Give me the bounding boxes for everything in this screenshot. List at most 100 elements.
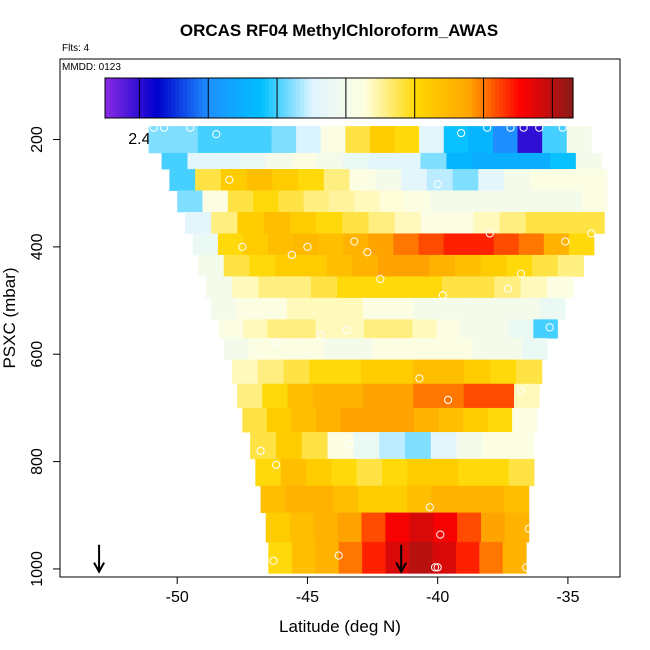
heatmap-cell bbox=[551, 211, 579, 234]
heatmap-cell bbox=[271, 126, 297, 154]
heatmap-cell bbox=[293, 233, 319, 256]
heatmap-cell bbox=[483, 458, 510, 487]
colorbar-cell bbox=[171, 78, 176, 118]
heatmap-cell bbox=[333, 485, 359, 513]
heatmap-cell bbox=[177, 190, 203, 213]
heatmap-cell bbox=[255, 458, 282, 487]
sample-point bbox=[519, 123, 528, 132]
y-axis-label: PSXC (mbar) bbox=[0, 267, 19, 368]
heatmap-cell bbox=[303, 190, 330, 213]
heatmap-cell bbox=[326, 254, 353, 277]
colorbar-cell bbox=[549, 78, 555, 118]
colorbar-cell bbox=[385, 78, 391, 118]
heatmap-cell bbox=[345, 126, 371, 154]
sample-point bbox=[186, 123, 195, 132]
heatmap-cell bbox=[489, 297, 516, 320]
colorbar-cell bbox=[257, 78, 262, 118]
heatmap-cell bbox=[261, 297, 288, 320]
heatmap-cell bbox=[441, 276, 469, 299]
colorbar-cell bbox=[315, 78, 321, 118]
colorbar-cell bbox=[405, 78, 410, 118]
x-tick-label: -50 bbox=[166, 589, 189, 606]
heatmap-cell bbox=[388, 319, 413, 339]
heatmap-cell bbox=[525, 211, 553, 234]
sample-point bbox=[587, 229, 596, 238]
heatmap-cell bbox=[239, 152, 266, 170]
heatmap-cell bbox=[422, 338, 449, 361]
heatmap-cell bbox=[382, 458, 408, 487]
heatmap-cell bbox=[388, 297, 414, 320]
heatmap-cell bbox=[431, 485, 457, 513]
heatmap-cell bbox=[480, 254, 507, 277]
heatmap-cell bbox=[543, 233, 570, 256]
colorbar-cell bbox=[350, 78, 356, 118]
heatmap-cell bbox=[484, 319, 510, 339]
colorbar-cell bbox=[136, 78, 141, 118]
y-tick-label: 400 bbox=[29, 233, 46, 260]
heatmap-cell bbox=[426, 169, 453, 191]
heatmap-cell bbox=[237, 211, 265, 234]
heatmap-cell bbox=[352, 254, 379, 277]
sample-point bbox=[545, 323, 554, 332]
heatmap-cell bbox=[524, 152, 551, 170]
heatmap-cell bbox=[481, 512, 506, 543]
colorbar-cell bbox=[284, 78, 289, 118]
colorbar-cell bbox=[186, 78, 192, 118]
sample-point bbox=[436, 530, 445, 539]
sample-point bbox=[485, 229, 494, 238]
heatmap-cell bbox=[542, 126, 568, 154]
colorbar-cell bbox=[218, 78, 223, 118]
heatmap-cell bbox=[368, 152, 396, 170]
heatmap-cell bbox=[512, 407, 538, 433]
heatmap-cell bbox=[457, 512, 482, 543]
colorbar-cell bbox=[436, 78, 441, 118]
colorbar-cell bbox=[510, 78, 516, 118]
colorbar-cell bbox=[105, 78, 110, 118]
heatmap-cell bbox=[472, 338, 498, 361]
heatmap-cell bbox=[242, 407, 268, 433]
heatmap-cell bbox=[504, 169, 531, 191]
colorbar-cell bbox=[378, 78, 383, 118]
sample-point bbox=[561, 237, 570, 246]
heatmap-cell bbox=[493, 233, 520, 256]
heatmap-cell bbox=[249, 254, 276, 277]
heatmap-cell bbox=[310, 276, 338, 299]
heatmap-cell bbox=[446, 152, 473, 170]
sample-point bbox=[287, 250, 296, 260]
colorbar-cell bbox=[268, 78, 274, 118]
heatmap-cell bbox=[369, 126, 395, 154]
sample-point bbox=[225, 175, 234, 184]
colorbar-cell bbox=[331, 78, 336, 118]
heatmap-cell bbox=[430, 432, 458, 460]
colorbar-cell bbox=[144, 78, 149, 118]
heatmap-cell bbox=[504, 485, 530, 513]
heatmap-cell bbox=[412, 319, 437, 339]
sample-point bbox=[376, 274, 385, 284]
heatmap-cell bbox=[455, 542, 480, 574]
heatmap-cell bbox=[342, 211, 369, 234]
colorbar-cell bbox=[319, 78, 324, 118]
sample-point bbox=[438, 291, 447, 300]
heatmap-cell bbox=[394, 126, 420, 154]
heatmap-cell bbox=[581, 169, 608, 191]
heatmap-cell bbox=[522, 338, 548, 361]
heatmap-cell bbox=[306, 458, 332, 487]
heatmap-cell bbox=[323, 169, 350, 191]
heatmap-cell bbox=[393, 233, 419, 256]
heatmap-cell bbox=[300, 254, 327, 277]
heatmap-cell bbox=[268, 233, 294, 256]
heatmap-cell bbox=[403, 254, 430, 277]
heatmap-cell bbox=[268, 542, 293, 574]
sample-point bbox=[272, 460, 281, 469]
colorbar-cell bbox=[108, 78, 114, 118]
colorbar-cell bbox=[565, 78, 570, 118]
heatmap-cell bbox=[549, 152, 577, 170]
y-tick-label: 800 bbox=[29, 448, 46, 475]
down-arrow-icon bbox=[395, 544, 408, 574]
heatmap-cell bbox=[566, 126, 592, 154]
colorbar-cell bbox=[179, 78, 184, 118]
heatmap-cell bbox=[455, 485, 481, 513]
colorbar-cell bbox=[401, 78, 406, 118]
colorbar-cell bbox=[120, 78, 126, 118]
